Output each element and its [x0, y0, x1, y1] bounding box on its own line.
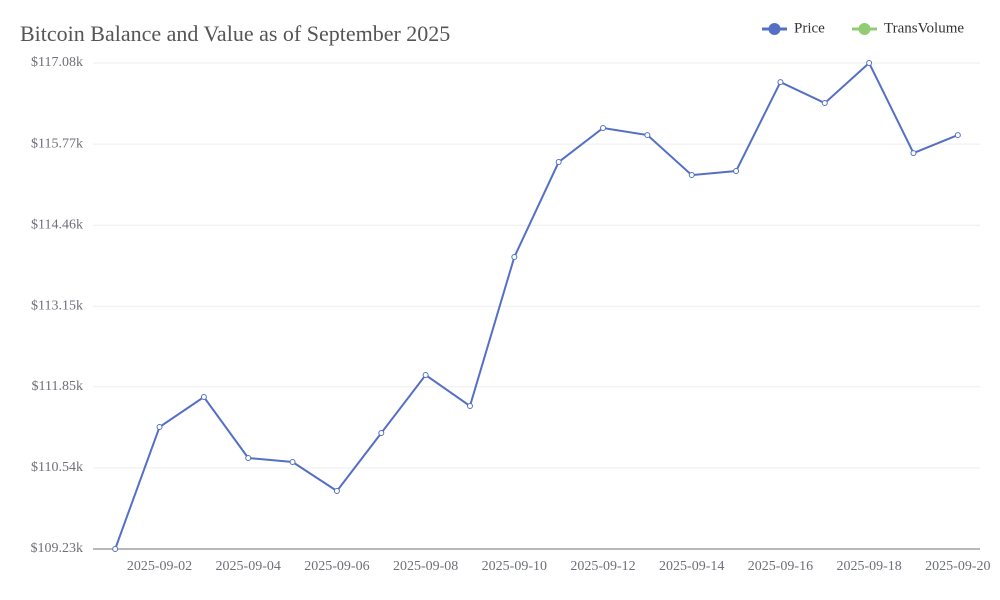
data-point — [333, 487, 340, 494]
data-point — [289, 459, 296, 466]
data-point — [378, 430, 385, 437]
x-tick-label: 2025-09-16 — [748, 559, 813, 574]
data-point — [511, 254, 518, 261]
data-point — [733, 168, 740, 175]
y-tick-label: $114.46k — [31, 217, 83, 232]
chart-title: Bitcoin Balance and Value as of Septembe… — [20, 21, 450, 46]
x-tick-label: 2025-09-10 — [482, 559, 547, 574]
data-point — [954, 132, 961, 139]
legend-label: TransVolume — [884, 20, 964, 36]
y-tick-label: $109.23k — [31, 541, 84, 556]
data-point — [200, 394, 207, 401]
data-point — [156, 424, 163, 431]
x-tick-label: 2025-09-14 — [659, 559, 724, 574]
x-tick-label: 2025-09-12 — [570, 559, 635, 574]
data-point — [600, 125, 607, 132]
data-point — [910, 150, 917, 157]
data-point — [644, 132, 651, 139]
data-point — [245, 454, 252, 461]
data-point — [866, 60, 873, 66]
x-tick-label: 2025-09-04 — [216, 559, 281, 574]
y-tick-label: $115.77k — [31, 136, 83, 151]
data-point — [777, 79, 784, 86]
data-point — [688, 172, 695, 179]
data-point — [466, 402, 473, 409]
data-point — [422, 372, 429, 379]
data-point — [112, 546, 119, 552]
y-tick-label: $117.08k — [31, 55, 83, 70]
legend-label: Price — [794, 20, 825, 36]
legend-marker — [858, 23, 871, 35]
data-point — [821, 100, 828, 107]
legend-marker — [768, 23, 781, 35]
x-tick-label: 2025-09-08 — [393, 559, 458, 574]
x-tick-label: 2025-09-20 — [925, 559, 990, 574]
y-tick-label: $111.85k — [32, 379, 83, 394]
x-tick-label: 2025-09-02 — [127, 559, 192, 574]
data-point — [555, 159, 562, 166]
y-tick-label: $110.54k — [31, 460, 83, 475]
y-tick-label: $113.15k — [31, 299, 83, 314]
price-line — [114, 61, 959, 550]
x-tick-label: 2025-09-06 — [304, 559, 369, 574]
x-tick-label: 2025-09-18 — [836, 559, 901, 574]
